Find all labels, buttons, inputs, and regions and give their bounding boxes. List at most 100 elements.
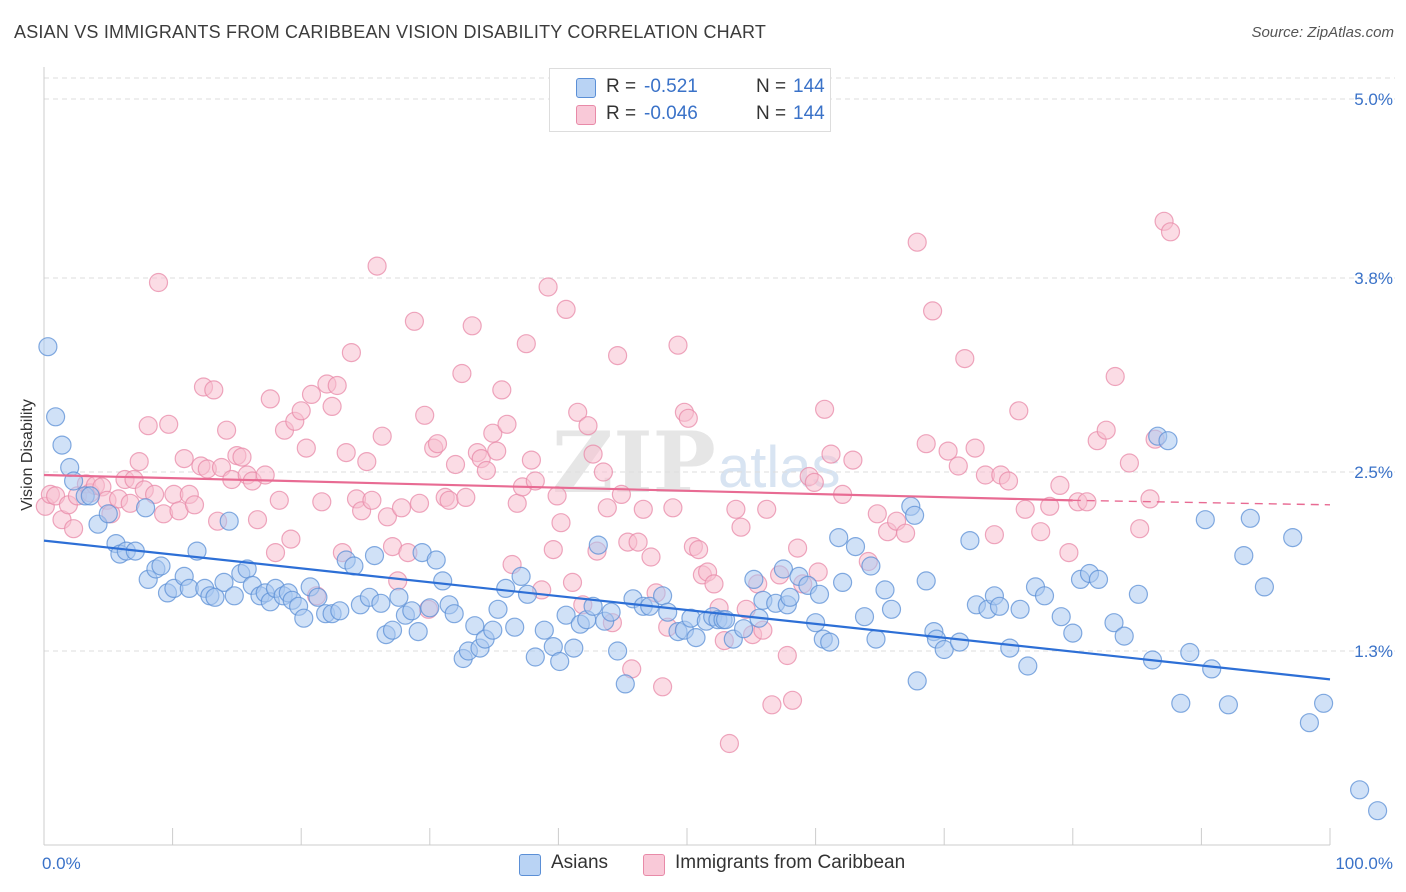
caribbean-point [483,423,503,443]
caribbean-point [456,487,476,507]
caribbean-point [593,462,614,482]
asian-point [556,605,576,625]
caribbean-point [362,490,382,510]
caribbean-point [984,525,1005,545]
caribbean-point [367,256,387,276]
asians-legend-swatch-icon [519,854,541,876]
caribbean-point [184,495,205,515]
caribbean-point [341,343,361,363]
caribbean-point [145,484,165,504]
caribbean-point [607,346,628,366]
asian-point [907,671,927,691]
caribbean-point [704,574,724,594]
y-tick-label: 1.3% [1354,642,1393,661]
caribbean-point [543,539,563,560]
asian-point [465,616,485,636]
caribbean-point [538,277,558,297]
asian-point [916,571,936,591]
legend-r-label: R = [606,76,637,97]
legend-n-value: 144 [793,103,825,124]
asian-point [382,620,403,640]
caribbean-point [777,645,797,666]
asian-point [583,596,603,616]
caribbean-point [547,486,567,506]
asian-point [1114,626,1134,646]
asian-point [371,593,391,613]
asian-point [989,596,1010,616]
asian-point [809,584,830,604]
asian-point [408,621,428,642]
caribbean-point [787,538,808,558]
caribbean-point [1140,489,1160,509]
asian-point [588,535,608,555]
asians-swatch-icon [576,78,596,98]
caribbean-point [668,335,688,355]
legend-label-asians: Asians [551,852,609,873]
asian-point [934,639,954,660]
chart-title: ASIAN VS IMMIGRANTS FROM CARIBBEAN VISIO… [14,22,767,42]
asian-point [949,632,970,652]
asian-point [854,607,875,627]
caribbean-point [487,441,507,461]
asian-point [1104,613,1124,633]
caribbean-point [174,449,194,469]
legend-label-caribbean: Immigrants from Caribbean [675,852,906,873]
caribbean-point [757,499,777,519]
asian-point [1313,693,1334,713]
asian-point [38,337,58,357]
asian-point [488,599,508,619]
caribbean-point [452,363,472,384]
caribbean-point [439,490,459,510]
asian-point [1171,693,1191,713]
caribbean-point [388,571,408,591]
asian-point [219,511,239,531]
caribbean-point [583,444,603,464]
caribbean-point [269,490,289,510]
asian-point [866,629,886,649]
caribbean-point [628,532,648,552]
legend-n-label: N = [756,76,787,97]
asian-point [686,627,706,648]
asian-point [224,586,244,606]
asian-point [308,587,328,607]
caribbean-point [804,472,824,492]
legend-r-value: -0.046 [644,103,698,124]
asian-point [773,559,794,579]
asian-trend-line [43,539,1331,681]
y-tick-label: 5.0% [1354,90,1393,109]
caribbean-point [159,414,179,434]
asian-point [652,586,673,606]
caribbean-point [1096,420,1116,440]
asian-point [496,578,516,599]
asian-point [420,598,440,618]
caribbean-point [476,460,496,481]
correlation-legend: R = -0.521 N = 144 R = -0.046 N = 144 [549,68,831,132]
asian-point [402,601,422,621]
caribbean-point [391,498,412,518]
caribbean-point [1015,499,1035,519]
asian-point [294,608,314,628]
legend-r-label: R = [606,103,637,124]
asian-point [845,536,866,557]
asian-point [780,587,800,607]
x-tick-label-max: 100.0% [1335,854,1393,873]
asian-point [1018,656,1038,676]
caribbean-point [907,232,927,252]
caribbean-point [409,493,430,513]
caribbean-point [404,311,424,331]
asian-point [1349,780,1370,800]
caribbean-legend-swatch-icon [643,854,665,876]
caribbean-point [492,380,512,400]
asian-point [1240,508,1260,528]
caribbean-point [719,733,740,754]
caribbean-point [948,456,968,476]
asian-point [534,620,554,640]
caribbean-point [922,301,943,321]
asian-point [151,556,171,576]
caribbean-point [782,690,803,710]
caribbean-point [726,499,746,519]
caribbean-point [336,443,356,463]
asian-point [1128,584,1149,604]
asian-point [1202,659,1222,679]
